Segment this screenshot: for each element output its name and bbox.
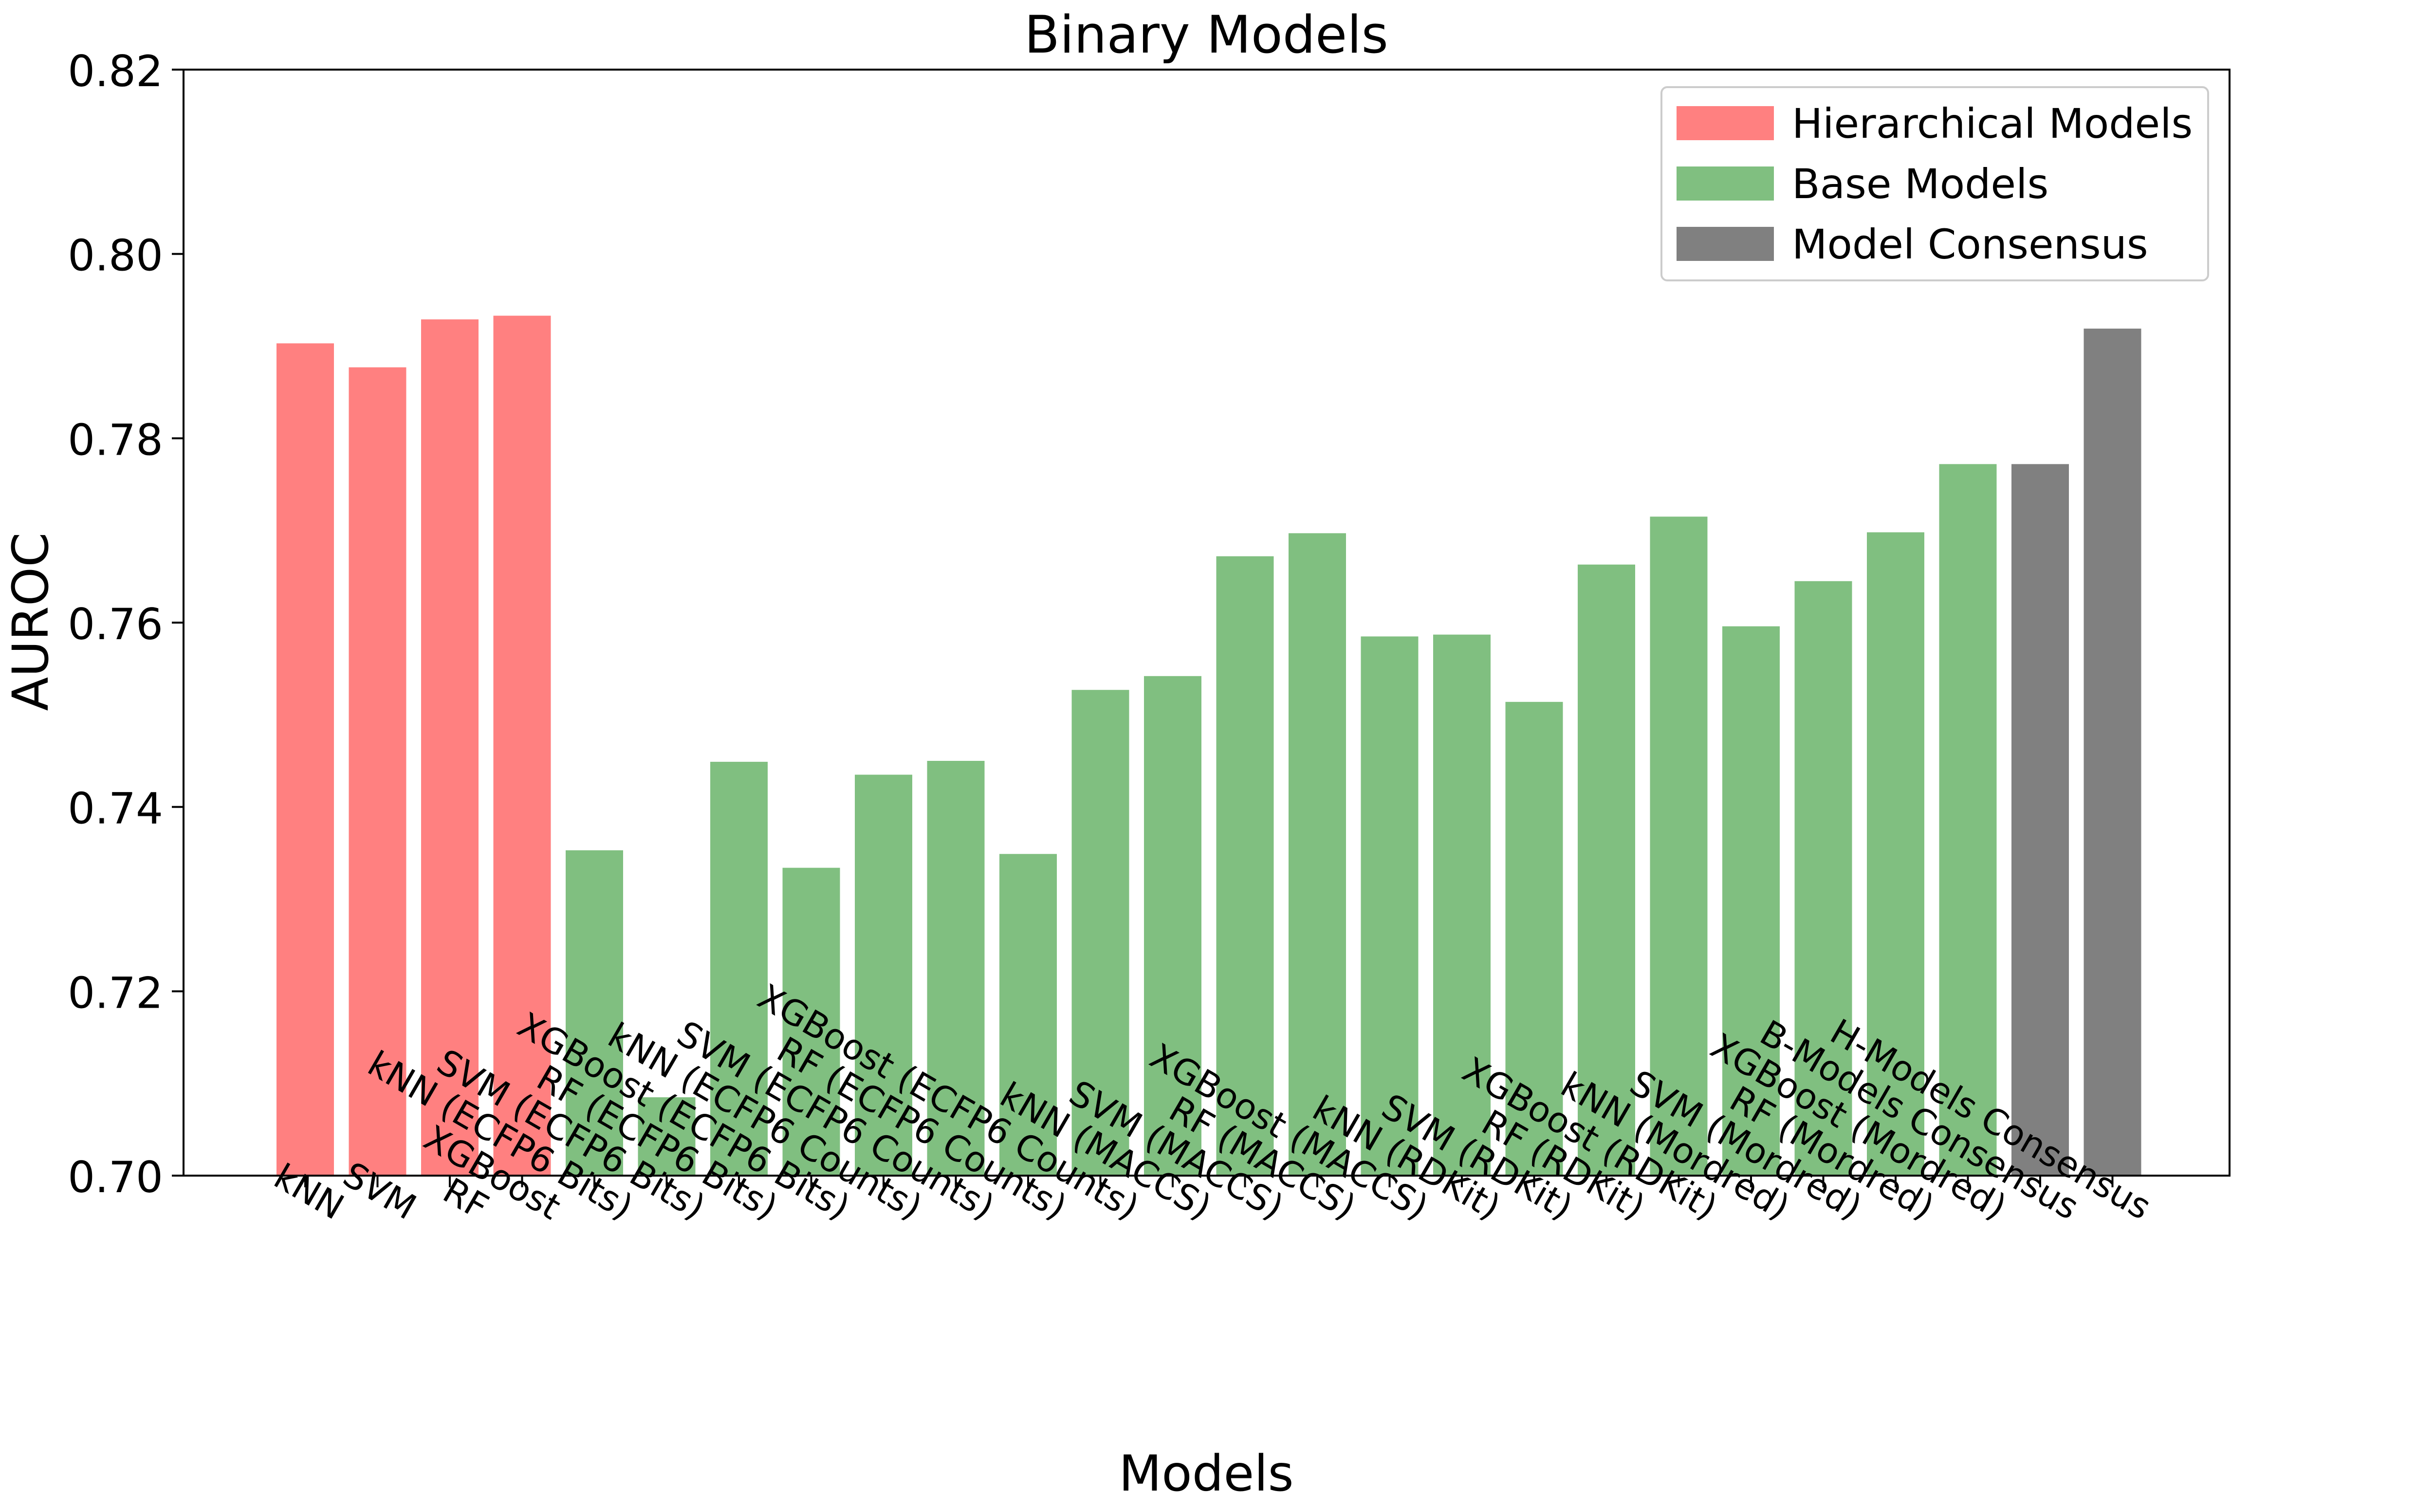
y-axis: 0.70 0.72 0.74 0.76 0.78 0.80 0.82 — [68, 46, 184, 1202]
legend: Hierarchical Models Base Models Model Cons… — [1660, 86, 2209, 281]
bar-1 — [349, 367, 406, 1176]
bar-15 — [1361, 636, 1419, 1176]
y-tick-label-4: 0.78 — [68, 415, 163, 465]
bar-5 — [638, 1097, 696, 1176]
y-tick-label-0: 0.70 — [68, 1152, 163, 1202]
bar-6 — [710, 761, 768, 1176]
legend-swatch-2 — [1677, 227, 1774, 261]
bar-7 — [782, 867, 840, 1176]
bar-24 — [2011, 464, 2069, 1176]
legend-swatch-1 — [1677, 166, 1774, 201]
legend-swatch-0 — [1677, 106, 1774, 140]
bars-layer — [277, 315, 2141, 1176]
bar-20 — [1722, 626, 1780, 1176]
bar-16 — [1433, 634, 1491, 1176]
bar-4 — [566, 850, 623, 1176]
bar-22 — [1867, 532, 1924, 1176]
bar-3 — [493, 315, 551, 1176]
bar-10 — [999, 854, 1057, 1176]
bar-21 — [1794, 581, 1852, 1176]
legend-box — [1660, 86, 2209, 281]
x-axis-label: Models — [1119, 1445, 1293, 1503]
bar-13 — [1216, 556, 1274, 1176]
y-tick-label-3: 0.76 — [68, 599, 163, 649]
bar-18 — [1578, 564, 1635, 1176]
bar-11 — [1071, 690, 1129, 1176]
bar-0 — [277, 343, 334, 1176]
legend-label-1: Base Models — [1792, 160, 2048, 208]
y-tick-label-1: 0.72 — [68, 968, 163, 1018]
y-axis-label: AUROC — [2, 533, 60, 711]
y-tick-label-2: 0.74 — [68, 784, 163, 834]
bar-25 — [2084, 329, 2141, 1176]
bar-17 — [1505, 701, 1563, 1176]
legend-label-2: Model Consensus — [1792, 221, 2148, 268]
bar-9 — [927, 761, 985, 1176]
bar-8 — [855, 774, 912, 1176]
bar-2 — [421, 319, 479, 1176]
bar-12 — [1144, 676, 1201, 1176]
bar-19 — [1650, 516, 1708, 1176]
legend-label-0: Hierarchical Models — [1792, 100, 2193, 148]
y-tick-label-6: 0.82 — [68, 46, 163, 96]
bar-14 — [1289, 533, 1346, 1176]
chart-title: Binary Models — [1024, 5, 1388, 65]
y-tick-label-5: 0.80 — [68, 231, 163, 281]
bar-23 — [1939, 464, 1997, 1176]
